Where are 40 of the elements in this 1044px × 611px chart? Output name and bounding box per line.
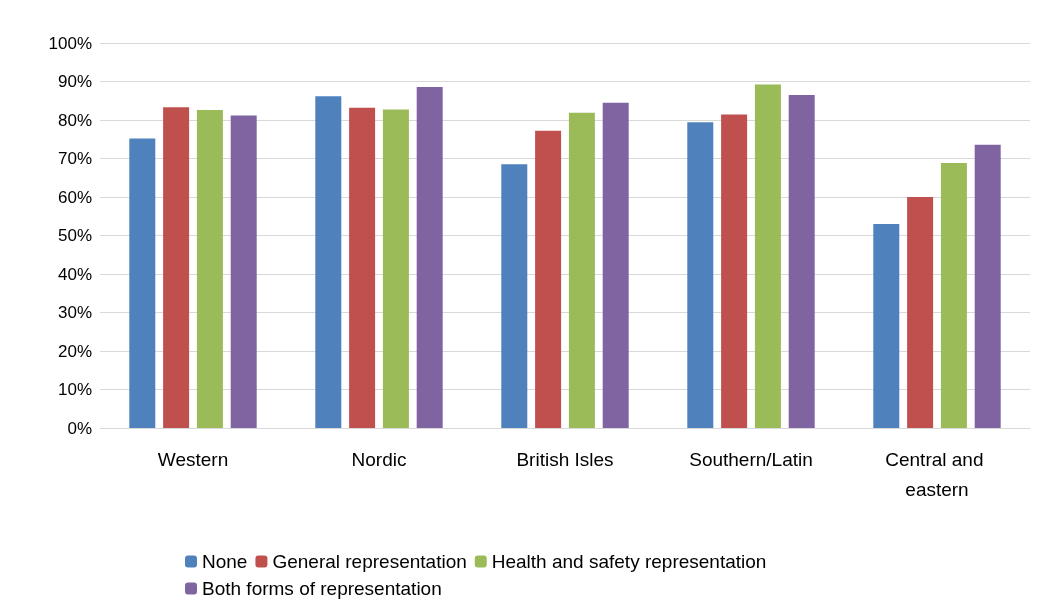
bar (416, 86, 443, 428)
bar (568, 112, 595, 428)
y-tick-label: 0% (67, 418, 92, 438)
legend-label: Both forms of representation (202, 578, 442, 599)
bar (907, 197, 934, 428)
bar (535, 130, 562, 428)
y-tick-label: 10% (57, 380, 92, 399)
bar (974, 144, 1001, 428)
y-tick-label: 50% (57, 226, 92, 245)
bar (230, 115, 257, 428)
legend-label: None (202, 551, 248, 572)
bar (940, 163, 967, 428)
bar (196, 109, 223, 428)
x-tick-label: British Isles (516, 448, 614, 470)
bar (315, 96, 342, 428)
y-tick-label: 40% (57, 264, 92, 284)
legend-label: General representation (272, 551, 467, 572)
y-tick-label: 30% (57, 303, 92, 322)
bar (501, 164, 528, 428)
y-tick-label: 80% (57, 110, 92, 130)
y-tick-label: 70% (57, 149, 92, 168)
x-tick-label: Western (157, 448, 229, 470)
bar (382, 109, 409, 428)
bar (602, 102, 629, 428)
x-tick-label: Nordic (351, 448, 407, 470)
x-tick-label: Southern/Latin (689, 448, 813, 470)
bar (163, 107, 190, 428)
bar (873, 223, 900, 428)
bar (788, 94, 815, 428)
bar (129, 138, 156, 428)
y-tick-label: 90% (57, 72, 92, 91)
x-tick-label: Central and eastern (885, 448, 989, 500)
bar (721, 114, 748, 428)
bar (349, 107, 376, 428)
bar (754, 84, 781, 428)
y-tick-label: 20% (57, 341, 92, 361)
y-tick-label: 60% (57, 187, 92, 207)
y-tick-label: 100% (48, 33, 92, 53)
legend-label: Health and safety representation (491, 551, 767, 572)
bar (687, 122, 714, 428)
